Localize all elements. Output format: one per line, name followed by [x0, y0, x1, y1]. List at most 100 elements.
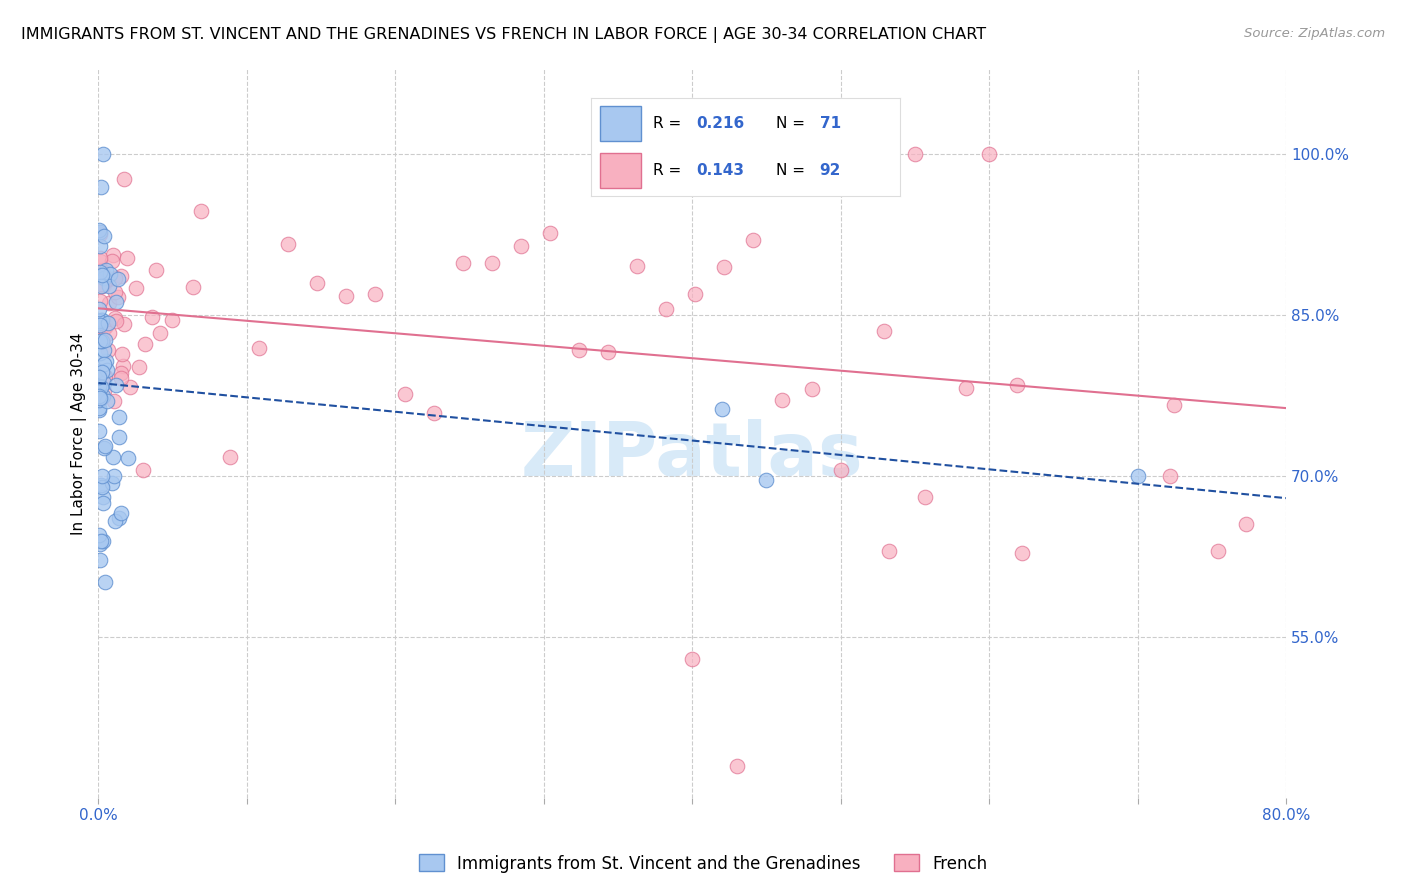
Point [91, 533, 114, 548]
Point [277, 236, 299, 251]
Point [873, 324, 896, 338]
Point [93, 384, 115, 399]
Legend: Immigrants from St. Vincent and the Grenadines, French: Immigrants from St. Vincent and the Gren… [412, 847, 994, 880]
Point [1126, 468, 1149, 483]
Point [94, 318, 117, 333]
Point [96, 394, 118, 409]
Point [90, 262, 112, 277]
Point [89, 364, 111, 378]
Point [655, 302, 678, 317]
Point [1291, 447, 1313, 461]
Point [742, 233, 765, 247]
Point [90, 279, 112, 293]
Point [111, 346, 134, 360]
Point [830, 463, 852, 477]
Point [219, 450, 242, 464]
Point [87, 370, 110, 384]
Point [89, 537, 111, 551]
Point [89, 265, 111, 279]
Point [108, 511, 131, 525]
Point [108, 430, 131, 444]
Point [89, 379, 111, 393]
Point [89, 225, 111, 239]
Point [93, 376, 115, 391]
Point [509, 239, 531, 253]
Point [160, 312, 183, 326]
Point [89, 318, 111, 333]
Point [98, 326, 121, 341]
Point [93, 321, 115, 335]
Point [91, 365, 114, 379]
Point [89, 251, 111, 265]
Point [307, 276, 329, 290]
Point [94, 439, 117, 453]
Point [89, 227, 111, 242]
Text: IMMIGRANTS FROM ST. VINCENT AND THE GRENADINES VS FRENCH IN LABOR FORCE | AGE 30: IMMIGRANTS FROM ST. VINCENT AND THE GREN… [21, 27, 986, 43]
Point [89, 294, 111, 309]
Point [91, 332, 114, 346]
Point [96, 363, 118, 377]
Point [89, 223, 111, 237]
Point [89, 313, 111, 327]
Point [105, 378, 128, 392]
Point [87, 316, 110, 330]
Point [90, 278, 112, 293]
Point [94, 333, 117, 347]
Point [89, 393, 111, 408]
Point [89, 334, 111, 348]
Point [141, 310, 163, 324]
Point [120, 379, 142, 393]
Point [97, 279, 120, 293]
Point [904, 147, 927, 161]
Point [772, 392, 794, 407]
Point [1295, 308, 1317, 322]
Point [103, 271, 125, 285]
Point [247, 341, 270, 355]
Point [1005, 377, 1028, 392]
Point [91, 496, 114, 510]
Point [90, 313, 112, 327]
Point [1206, 544, 1229, 558]
Point [89, 403, 111, 417]
Point [87, 424, 110, 438]
Point [364, 287, 387, 301]
Point [87, 301, 110, 316]
Point [104, 285, 127, 300]
Point [596, 345, 619, 359]
Point [89, 238, 111, 252]
Point [830, 147, 852, 161]
Point [91, 389, 114, 403]
Point [451, 256, 474, 270]
Point [89, 392, 111, 407]
Point [93, 357, 115, 371]
Point [538, 226, 561, 240]
Point [90, 277, 112, 292]
Point [128, 360, 150, 375]
Point [105, 314, 128, 328]
Point [87, 401, 110, 416]
Point [114, 317, 136, 331]
Point [89, 391, 111, 405]
Point [91, 469, 114, 483]
Point [955, 381, 977, 395]
Point [568, 343, 591, 357]
Point [97, 343, 120, 358]
Point [93, 441, 115, 455]
Point [132, 462, 155, 476]
Point [110, 268, 132, 283]
Point [1234, 516, 1257, 531]
Point [94, 368, 117, 383]
Point [93, 270, 115, 285]
Point [422, 406, 444, 420]
Point [112, 172, 135, 186]
Text: Source: ZipAtlas.com: Source: ZipAtlas.com [1244, 27, 1385, 40]
Point [94, 575, 117, 590]
Point [103, 248, 125, 262]
Point [112, 359, 135, 374]
Point [93, 343, 115, 358]
Point [481, 256, 503, 270]
Point [91, 334, 114, 348]
Point [105, 294, 128, 309]
Point [107, 290, 129, 304]
Point [755, 473, 778, 487]
